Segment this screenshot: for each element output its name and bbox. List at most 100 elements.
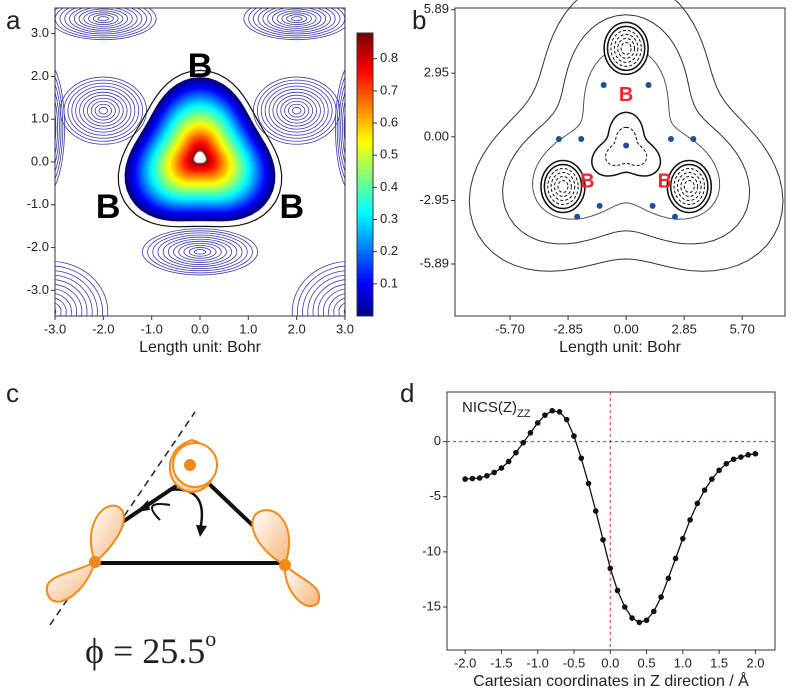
data-point (716, 467, 722, 474)
data-point (585, 480, 592, 487)
critical-point (672, 213, 678, 220)
data-point (709, 476, 715, 482)
contour-line (55, 265, 103, 316)
x-tick-label: -0.5 (563, 655, 585, 670)
colorbar-band (357, 264, 373, 270)
orbital-lobe (283, 562, 321, 607)
data-point (469, 475, 476, 482)
data-point (658, 594, 664, 600)
contour-line (336, 75, 345, 180)
contour-line (307, 274, 345, 316)
data-point (534, 420, 541, 426)
y-tick-label: 0.00 (424, 128, 449, 143)
colorbar-band (357, 259, 373, 265)
x-tick-label: -2.85 (553, 321, 583, 336)
x-tick-label: 1.0 (674, 655, 692, 670)
contour-line (55, 270, 98, 316)
atom-label: B (658, 170, 672, 192)
annotation: NICS(Z)ZZ (462, 399, 531, 420)
colorbar-band (357, 188, 373, 194)
colorbar-band (357, 160, 373, 166)
data-point (643, 617, 650, 624)
plot-frame (446, 391, 776, 651)
contour-line (604, 126, 648, 166)
colorbar-band (357, 216, 373, 223)
contour-line (243, 8, 345, 41)
contour-line (341, 99, 345, 157)
colorbar-band (357, 66, 373, 72)
colorbar-band (357, 42, 373, 48)
critical-point (574, 213, 581, 220)
colorbar-band (357, 226, 373, 232)
colorbar-band (357, 207, 373, 213)
colorbar-band (357, 51, 373, 58)
y-tick-label: 0.0 (31, 153, 49, 168)
contour-line (64, 8, 143, 35)
data-point (730, 456, 737, 463)
contour-line (79, 91, 128, 130)
colorbar-tick-label: 0.5 (380, 147, 398, 162)
y-tick-label: -5 (429, 488, 441, 503)
contour-line (75, 88, 132, 133)
panel-label: c (6, 378, 19, 408)
contour-line (193, 249, 207, 255)
contour-line (333, 297, 345, 316)
orbital-center (184, 459, 196, 471)
contour-line (343, 110, 345, 146)
contour-line (188, 247, 212, 257)
colorbar-band (357, 56, 373, 62)
colorbar-band (357, 80, 373, 86)
atom-label: B (580, 170, 594, 192)
data-point (476, 475, 483, 481)
contour-line (252, 8, 341, 37)
data-point (542, 412, 548, 418)
colorbar-band (357, 282, 373, 289)
colorbar-band (357, 278, 373, 284)
contour-line (55, 75, 64, 180)
contour-line (162, 236, 238, 268)
data-point (629, 615, 635, 621)
x-tick-label: 3.0 (336, 321, 354, 336)
x-tick-label: 0.5 (638, 655, 656, 670)
contour-line (94, 103, 112, 118)
contour-line (291, 106, 302, 115)
atom-label: B (96, 188, 121, 226)
contour-line (83, 10, 124, 27)
y-tick-label: -2.95 (419, 192, 449, 207)
contour-line (302, 270, 345, 316)
contour-line (98, 106, 109, 115)
annotation-text: NICS(Z) (462, 399, 517, 416)
contour-line (55, 293, 72, 316)
orbital-center (279, 559, 291, 571)
x-tick-label: -1.0 (140, 321, 162, 336)
y-tick-label: 2.0 (31, 68, 49, 83)
contour-line (291, 261, 345, 316)
colorbar-band (357, 75, 373, 81)
data-point (687, 517, 693, 523)
x-tick-label: 2.0 (746, 655, 764, 670)
colorbar-band (357, 132, 373, 138)
x-axis-title: Length unit: Bohr (139, 339, 262, 356)
colorbar-tick-label: 0.3 (380, 211, 398, 226)
data-point (723, 460, 730, 467)
contour-line (543, 163, 583, 210)
data-point (614, 587, 621, 594)
orbital-lobe (45, 560, 97, 603)
colorbar-band (357, 198, 373, 204)
colorbar-band (357, 221, 373, 227)
contour-line (328, 293, 345, 316)
contour-line (276, 10, 317, 27)
data-point (680, 535, 686, 542)
contour-line (262, 8, 331, 33)
colorbar-band (357, 141, 373, 147)
contour-line (676, 171, 702, 201)
y-tick-label: 5.89 (424, 1, 449, 16)
data-point (563, 416, 570, 423)
y-tick-label: -2.0 (27, 239, 49, 254)
y-tick-label: 0 (434, 433, 441, 448)
colorbar-band (357, 174, 373, 180)
x-tick-label: -1.0 (527, 655, 549, 670)
equation: ϕ = 25.5o (85, 626, 216, 671)
critical-point (690, 136, 697, 143)
colorbar-tick-label: 0.6 (380, 114, 398, 129)
